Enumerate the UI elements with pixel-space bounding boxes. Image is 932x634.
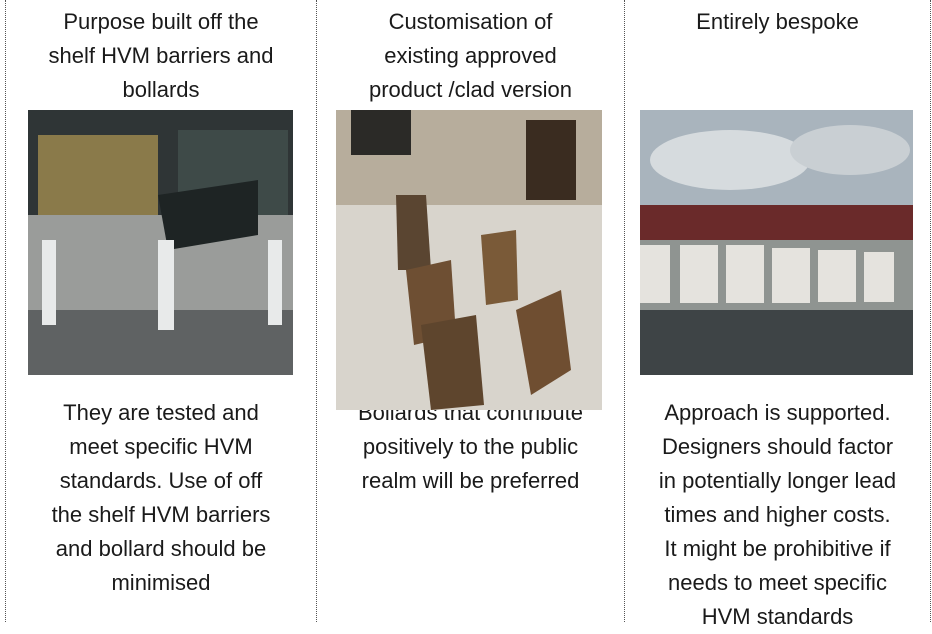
- heading-line: Entirely bespoke: [696, 9, 859, 34]
- body-line: times and higher costs.: [664, 502, 891, 527]
- body-line: Approach is supported.: [664, 400, 891, 425]
- column-divider: [624, 0, 625, 622]
- body-line: meet specific HVM: [69, 434, 253, 459]
- body-line: HVM standards: [701, 604, 854, 629]
- column-divider: [930, 0, 931, 622]
- body-line: minimised: [111, 570, 211, 595]
- bollards-photo: [28, 110, 293, 375]
- heading-line: existing approved: [384, 43, 557, 68]
- column-body: They are tested and meet specific HVM stan…: [6, 396, 316, 600]
- heading-line: product /clad version: [369, 77, 572, 102]
- clad-bollards-photo: [336, 110, 602, 410]
- body-line: It might be prohibitive if: [664, 536, 891, 561]
- column-divider: [316, 0, 317, 622]
- body-line: realm will be preferred: [361, 468, 580, 493]
- bespoke-letters-photo: [640, 110, 913, 375]
- body-line: Designers should factor: [661, 434, 894, 459]
- heading-line: Purpose built off the: [63, 9, 259, 34]
- heading-line: bollards: [122, 77, 200, 102]
- body-line: and bollard should be: [55, 536, 267, 561]
- body-line: standards. Use of off: [59, 468, 263, 493]
- column-heading: Customisation of existing approved product…: [317, 5, 624, 107]
- body-line: in potentially longer lead: [658, 468, 897, 493]
- body-line: They are tested and: [63, 400, 259, 425]
- column-heading: Entirely bespoke: [625, 5, 930, 39]
- column-body: Bollards that contribute positively to th…: [317, 396, 624, 498]
- heading-line: Customisation of: [388, 9, 553, 34]
- body-line: needs to meet specific: [668, 570, 887, 595]
- column-body: Approach is supported. Designers should f…: [625, 396, 930, 634]
- body-line: the shelf HVM barriers: [51, 502, 271, 527]
- heading-line: shelf HVM barriers and: [48, 43, 274, 68]
- column-heading: Purpose built off the shelf HVM barriers …: [6, 5, 316, 107]
- column-divider: [5, 0, 6, 622]
- body-line: positively to the public: [362, 434, 579, 459]
